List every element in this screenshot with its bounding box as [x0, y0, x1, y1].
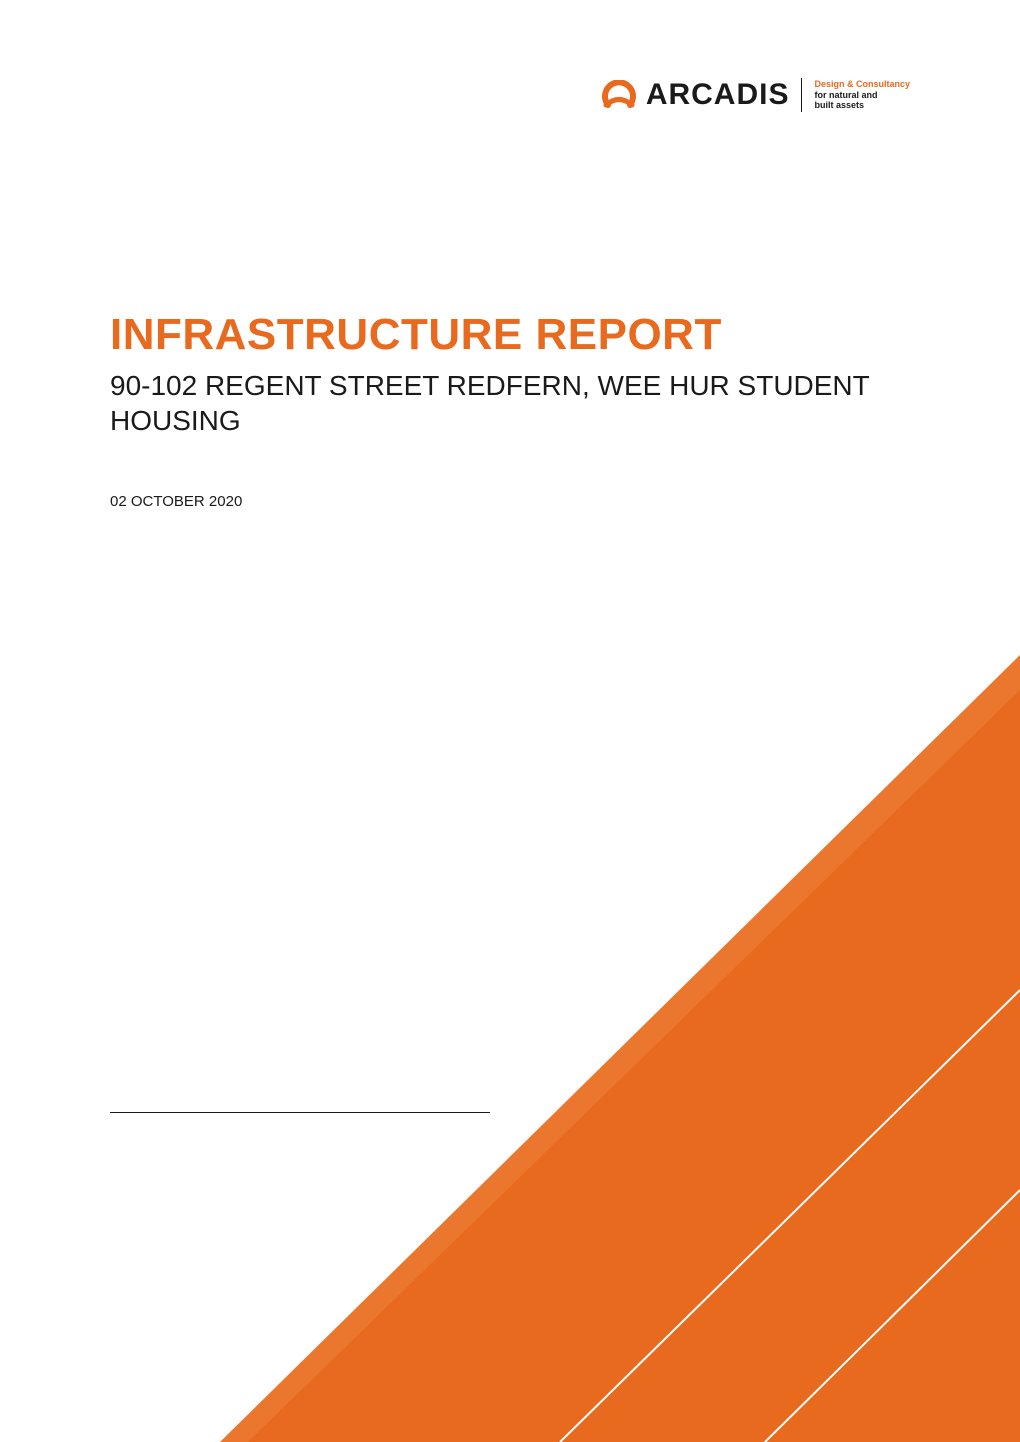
report-subtitle: 90-102 REGENT STREET REDFERN, WEE HUR ST…: [110, 368, 910, 438]
content-block: INFRASTRUCTURE REPORT 90-102 REGENT STRE…: [110, 310, 910, 510]
brand-logo: ARCADIS Design & Consultancy for natural…: [602, 78, 910, 112]
horizontal-rule: [110, 1112, 490, 1113]
report-date: 02 OCTOBER 2020: [110, 493, 910, 510]
cover-triangle-graphic: [0, 0, 1020, 1442]
logo-divider: [801, 78, 802, 112]
page-root: ARCADIS Design & Consultancy for natural…: [0, 0, 1020, 1442]
tagline-line-2: for natural and: [814, 90, 910, 101]
tagline-line-1: Design & Consultancy: [814, 79, 910, 90]
logo-mark-icon: [602, 80, 636, 110]
logo-tagline: Design & Consultancy for natural and bui…: [814, 79, 910, 111]
logo-wordmark: ARCADIS: [646, 80, 790, 110]
report-title: INFRASTRUCTURE REPORT: [110, 310, 910, 360]
tagline-line-3: built assets: [814, 100, 910, 111]
